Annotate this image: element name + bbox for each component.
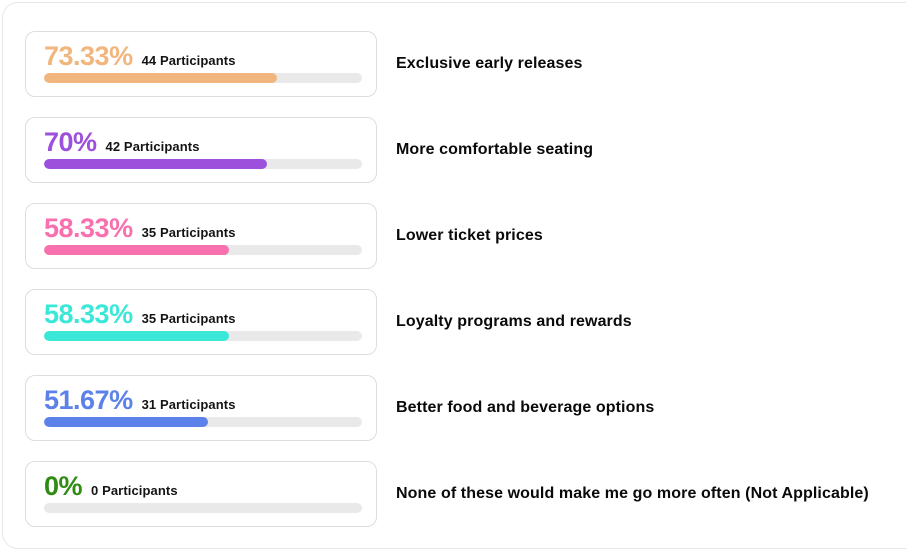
survey-option-row: 73.33% 44 Participants Exclusive early r…: [25, 31, 869, 97]
survey-option-row: 51.67% 31 Participants Better food and b…: [25, 375, 869, 441]
participants-count: 42 Participants: [105, 139, 200, 154]
percent-value: 58.33%: [44, 299, 133, 329]
progress-track: [44, 331, 362, 341]
progress-track: [44, 73, 362, 83]
stat-header: 58.33% 35 Participants: [44, 215, 362, 242]
progress-track: [44, 159, 362, 169]
stat-card: 58.33% 35 Participants: [25, 203, 377, 269]
progress-track: [44, 417, 362, 427]
option-label: Loyalty programs and rewards: [396, 313, 632, 330]
option-label: Exclusive early releases: [396, 55, 583, 72]
percent-value: 58.33%: [44, 213, 133, 243]
stat-header: 51.67% 31 Participants: [44, 387, 362, 414]
percent-value: 0%: [44, 471, 83, 501]
progress-fill: [44, 331, 230, 341]
progress-track: [44, 503, 362, 513]
stat-card: 0% 0 Participants: [25, 461, 377, 527]
stat-card: 58.33% 35 Participants: [25, 289, 377, 355]
stat-header: 58.33% 35 Participants: [44, 301, 362, 328]
survey-option-row: 70% 42 Participants More comfortable sea…: [25, 117, 869, 183]
participants-count: 35 Participants: [141, 225, 236, 240]
option-label: None of these would make me go more ofte…: [396, 485, 869, 502]
percent-value: 73.33%: [44, 41, 133, 71]
progress-fill: [44, 159, 267, 169]
participants-count: 31 Participants: [141, 397, 236, 412]
option-label: Lower ticket prices: [396, 227, 543, 244]
progress-track: [44, 245, 362, 255]
survey-results-list: 73.33% 44 Participants Exclusive early r…: [25, 31, 869, 527]
stat-card: 70% 42 Participants: [25, 117, 377, 183]
participants-count: 35 Participants: [141, 311, 236, 326]
stat-card: 51.67% 31 Participants: [25, 375, 377, 441]
percent-value: 70%: [44, 127, 97, 157]
survey-option-row: 0% 0 Participants None of these would ma…: [25, 461, 869, 527]
survey-option-row: 58.33% 35 Participants Lower ticket pric…: [25, 203, 869, 269]
stat-header: 70% 42 Participants: [44, 129, 362, 156]
percent-value: 51.67%: [44, 385, 133, 415]
option-label: More comfortable seating: [396, 141, 594, 158]
participants-count: 44 Participants: [141, 53, 236, 68]
stat-header: 0% 0 Participants: [44, 473, 362, 500]
option-label: Better food and beverage options: [396, 399, 655, 416]
stat-header: 73.33% 44 Participants: [44, 43, 362, 70]
stat-card: 73.33% 44 Participants: [25, 31, 377, 97]
progress-fill: [44, 245, 230, 255]
participants-count: 0 Participants: [91, 483, 178, 498]
progress-fill: [44, 73, 278, 83]
survey-option-row: 58.33% 35 Participants Loyalty programs …: [25, 289, 869, 355]
progress-fill: [44, 417, 209, 427]
